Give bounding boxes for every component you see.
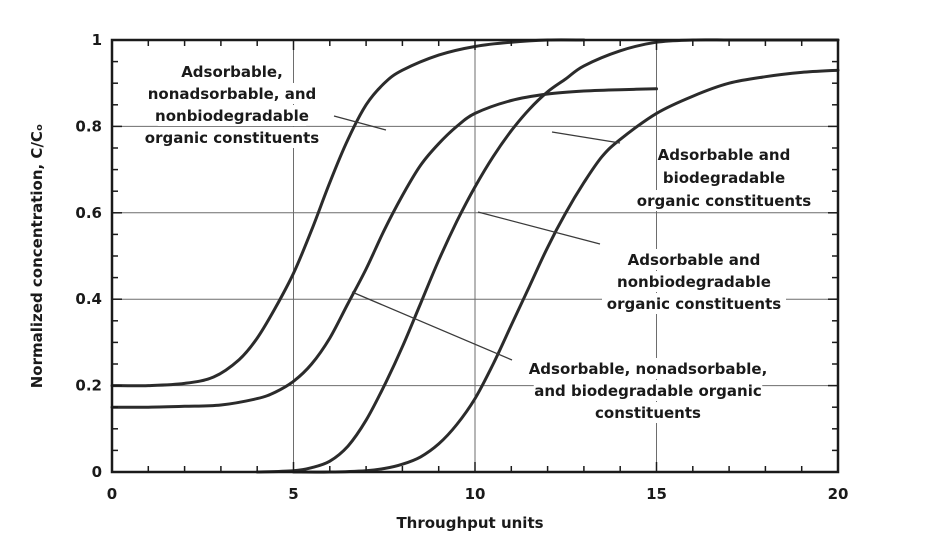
annotation-bg [628, 249, 760, 270]
annotation-bg [533, 380, 763, 401]
annotation-leader-2 [551, 131, 621, 144]
annotation-bg [148, 83, 316, 104]
x-tick-label: 10 [465, 485, 486, 503]
breakthrough-curve-2 [110, 87, 658, 409]
annotation-line: nonadsorbable, and [148, 85, 317, 103]
annotation-4: Adsorbable, nonadsorbable, and biodegrada… [524, 358, 772, 423]
x-tick-labels: 0 5 10 15 20 [107, 485, 849, 503]
annotation-bg [140, 127, 324, 148]
y-tick-label: 0.8 [75, 117, 102, 135]
annotation-line: organic constituents [607, 295, 781, 313]
annotation-bg [632, 190, 816, 211]
y-tick-labels: 0 0.2 0.4 0.6 0.8 1 [75, 31, 102, 481]
annotation-bg [602, 293, 786, 314]
x-tick-label: 5 [288, 485, 298, 503]
breakthrough-curve-4 [292, 68, 840, 474]
annotation-line: biodegradable [663, 169, 785, 187]
annotation-bg [663, 167, 785, 188]
annotation-bg [180, 61, 284, 82]
y-tick-label: 0.6 [75, 204, 102, 222]
x-tick-label: 0 [107, 485, 117, 503]
annotation-leader-1 [333, 115, 387, 131]
axis-ticks [111, 39, 839, 473]
x-tick-label: 15 [646, 485, 667, 503]
y-axis-title: Normalized concentration, C/Cₒ [28, 124, 46, 389]
annotation-bg [157, 105, 307, 126]
annotation-line: nonbiodegradable [155, 107, 309, 125]
annotation-2: Adsorbable and biodegradable organic const… [632, 144, 816, 211]
y-tick-label: 1 [92, 31, 102, 49]
annotation-leader-3 [477, 211, 601, 245]
annotation-line: Adsorbable and [658, 146, 791, 164]
x-tick-label: 20 [828, 485, 849, 503]
annotation-line: Adsorbable, [181, 63, 283, 81]
annotation-bg [591, 402, 705, 423]
y-tick-label: 0.4 [75, 290, 102, 308]
annotation-bg [524, 358, 772, 379]
annotation-line: organic constituents [145, 129, 319, 147]
y-tick-label: 0.2 [75, 377, 102, 395]
annotation-line: constituents [595, 404, 701, 422]
annotation-leaders [333, 115, 621, 361]
curve-annotations: Adsorbable, nonadsorbable, and nonbiodegra… [140, 61, 816, 423]
annotation-3: Adsorbable and nonbiodegradable organic co… [602, 249, 786, 314]
annotation-line: Adsorbable, nonadsorbable, [529, 360, 768, 378]
annotation-line: organic constituents [637, 192, 811, 210]
annotation-line: and biodegradable organic [534, 382, 762, 400]
x-axis-title: Throughput units [396, 514, 543, 532]
annotation-line: nonbiodegradable [617, 273, 771, 291]
annotation-line: Adsorbable and [628, 251, 761, 269]
annotation-leader-4 [351, 291, 513, 361]
annotation-bg [658, 144, 790, 165]
annotation-1: Adsorbable, nonadsorbable, and nonbiodegra… [140, 61, 324, 148]
annotation-bg [619, 271, 769, 292]
y-tick-label: 0 [92, 463, 102, 481]
